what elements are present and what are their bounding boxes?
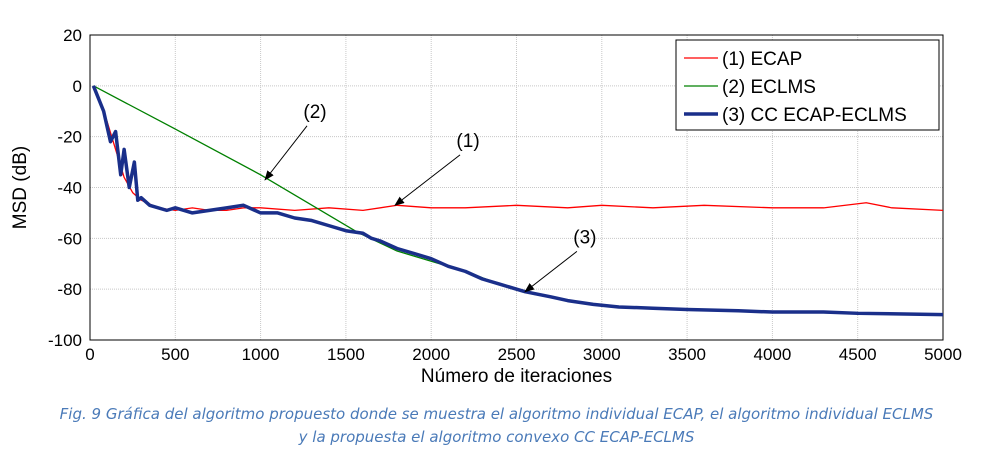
annotation-arrow xyxy=(264,125,308,181)
annotation-arrow xyxy=(524,251,578,293)
x-tick-label: 5000 xyxy=(924,345,962,364)
y-tick-label: -80 xyxy=(57,280,82,299)
y-tick-label: -100 xyxy=(48,331,82,350)
annotation-label: (2) xyxy=(303,102,326,123)
x-tick-label: 4000 xyxy=(753,345,791,364)
annotation-arrow xyxy=(394,154,461,206)
y-axis-label: MSD (dB) xyxy=(10,146,31,229)
x-tick-label: 2000 xyxy=(412,345,450,364)
y-tick-label: -20 xyxy=(57,128,82,147)
annotation-label: (3) xyxy=(573,227,596,248)
y-tick-label: -40 xyxy=(57,179,82,198)
x-tick-label: 0 xyxy=(85,345,94,364)
x-tick-label: 1000 xyxy=(242,345,280,364)
msd-chart: 0 500 1000 1500 2000 2500 3000 3500 4000 4500 5000… xyxy=(10,26,962,387)
x-tick-label: 3000 xyxy=(583,345,621,364)
legend-box xyxy=(675,39,940,131)
x-tick-label: 4500 xyxy=(839,345,877,364)
legend-label: (1) ECAP xyxy=(722,49,802,70)
figure-caption-line1: Fig. 9 Gráfica del algoritmo propuesto d… xyxy=(59,405,934,423)
legend-label: (3) CC ECAP-ECLMS xyxy=(722,105,907,126)
x-tick-label: 3500 xyxy=(668,345,706,364)
legend-label: (2) ECLMS xyxy=(722,77,816,98)
x-tick-label: 1500 xyxy=(327,345,365,364)
y-tick-label: 0 xyxy=(73,77,82,96)
figure-caption-line2: y la propuesta el algoritmo convexo CC E… xyxy=(298,428,695,446)
x-tick-label: 2500 xyxy=(498,345,536,364)
y-tick-label: -60 xyxy=(57,229,82,248)
x-axis-label: Número de iteraciones xyxy=(421,366,612,387)
annotation-label: (1) xyxy=(456,131,479,152)
series-line-3 xyxy=(91,85,944,317)
x-tick-label: 500 xyxy=(161,345,189,364)
y-tick-label: 20 xyxy=(63,26,82,45)
plot-frame xyxy=(89,34,944,341)
